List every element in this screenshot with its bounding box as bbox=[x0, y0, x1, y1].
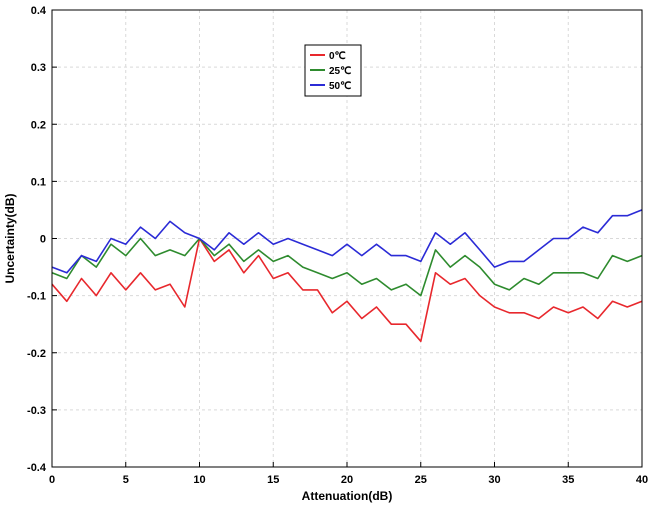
legend-label: 0℃ bbox=[329, 51, 346, 62]
y-ticks: -0.4 -0.3 -0.2 -0.1 0 0.1 0.2 0.3 0.4 bbox=[27, 5, 57, 474]
legend: 0℃ 25℃ 50℃ bbox=[304, 44, 362, 97]
series-line-2 bbox=[51, 209, 643, 274]
x-tick-label: 10 bbox=[193, 474, 205, 486]
x-tick-label: 20 bbox=[341, 474, 353, 486]
y-tick-label: 0.1 bbox=[31, 176, 46, 188]
x-axis-label: Attenuation(dB) bbox=[302, 489, 393, 503]
legend-label: 25℃ bbox=[329, 66, 351, 77]
x-tick-label: 35 bbox=[562, 474, 574, 486]
y-tick-label: 0.3 bbox=[31, 62, 46, 74]
x-tick-label: 15 bbox=[267, 474, 279, 486]
x-tick-label: 0 bbox=[49, 474, 55, 486]
series-lines bbox=[51, 209, 643, 343]
x-tick-label: 25 bbox=[415, 474, 427, 486]
x-tick-label: 5 bbox=[123, 474, 129, 486]
y-tick-label: -0.4 bbox=[27, 462, 47, 474]
y-tick-label: -0.2 bbox=[27, 348, 46, 360]
y-tick-label: 0.2 bbox=[31, 119, 46, 131]
series-line-1 bbox=[51, 237, 643, 297]
y-tick-label: -0.3 bbox=[27, 405, 46, 417]
x-ticks: 0 5 10 15 20 25 30 35 40 bbox=[49, 462, 648, 486]
y-tick-label: -0.1 bbox=[27, 291, 46, 303]
y-tick-label: 0.4 bbox=[31, 5, 47, 17]
x-tick-label: 40 bbox=[636, 474, 648, 486]
y-axis-label: Uncertainty(dB) bbox=[3, 193, 17, 283]
x-tick-label: 30 bbox=[488, 474, 500, 486]
legend-label: 50℃ bbox=[329, 81, 351, 92]
series-line-0 bbox=[51, 237, 643, 343]
y-tick-label: 0 bbox=[40, 234, 46, 246]
